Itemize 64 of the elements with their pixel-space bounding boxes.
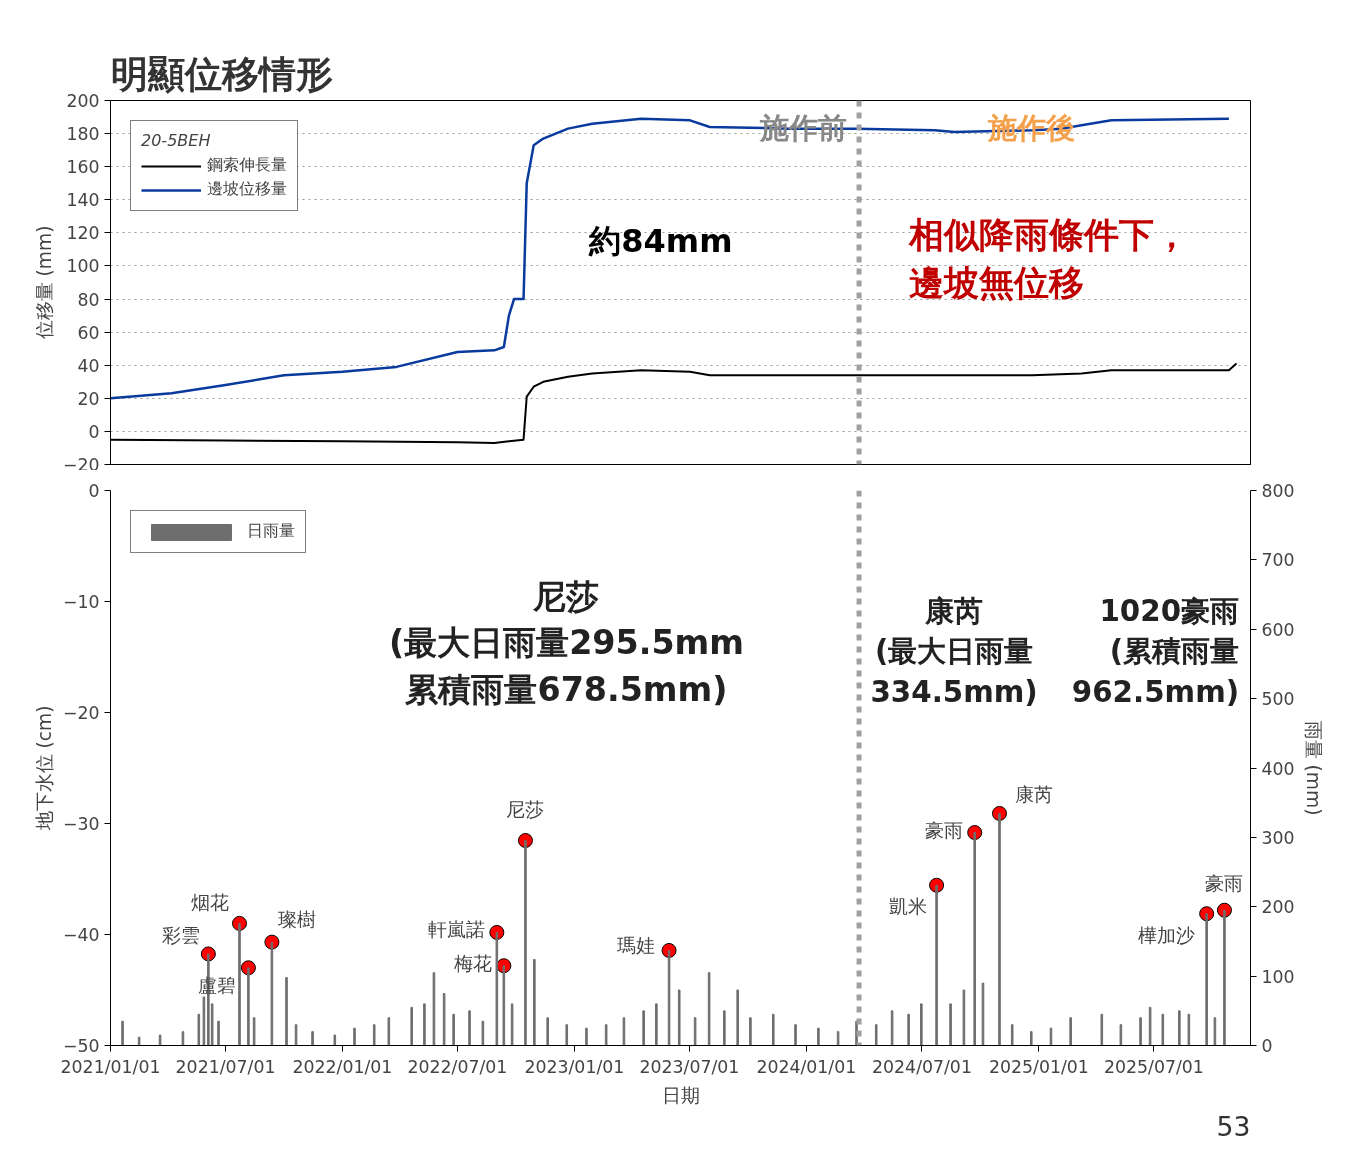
data-label: 瑪娃	[617, 935, 656, 957]
data-label: 豪雨	[1205, 873, 1244, 895]
y-axis-title: 地下水位 (cm)	[33, 705, 55, 832]
legend-label: 鋼索伸長量	[207, 155, 287, 176]
data-label: 軒嵐諾	[427, 919, 485, 941]
x-tick-label: 2024/07/01	[872, 1056, 972, 1077]
data-label: 梅花	[452, 952, 492, 974]
legend-title: 20-5BEH	[141, 131, 212, 150]
data-label: 烟花	[191, 892, 230, 914]
annotation: 尼莎 (最大日雨量295.5mm 累積雨量678.5mm)	[388, 576, 745, 710]
legend-label: 日雨量	[247, 521, 295, 542]
y-tick-label: 180	[66, 124, 100, 145]
y-tick-label: 80	[77, 289, 100, 310]
data-label: 豪雨	[924, 819, 963, 841]
x-tick-label: 2023/07/01	[639, 1056, 740, 1077]
data-label: 彩雲	[162, 924, 201, 946]
y2-axis-title: 雨量 (mm)	[1302, 720, 1324, 816]
annotation: 約84mm	[588, 221, 733, 260]
data-label: 樺加沙	[1137, 924, 1195, 946]
y2-tick-label: 100	[1261, 966, 1295, 987]
y-tick-label: −20	[62, 703, 100, 723]
annotation: 康芮 (最大日雨量 334.5mm)	[870, 593, 1038, 710]
data-label: 凱米	[888, 896, 927, 918]
y-axis-title: 位移量 (mm)	[33, 225, 55, 340]
y-tick-label: 200	[66, 91, 100, 111]
x-tick-label: 2024/01/01	[756, 1056, 857, 1077]
data-label: 尼莎	[506, 799, 545, 821]
y2-tick-label: 300	[1261, 827, 1295, 848]
y-tick-label: 0	[88, 421, 100, 442]
y-tick-label: 60	[77, 322, 100, 343]
y2-tick-label: 800	[1261, 481, 1295, 501]
y2-tick-label: 600	[1261, 619, 1295, 640]
y-tick-label: −30	[62, 814, 100, 834]
x-tick-label: 2023/01/01	[524, 1056, 625, 1077]
y2-tick-label: 700	[1261, 550, 1295, 571]
x-tick-label: 2022/01/01	[292, 1056, 393, 1077]
x-tick-label: 2025/01/01	[988, 1056, 1089, 1077]
y2-tick-label: 400	[1261, 758, 1295, 779]
y-tick-label: 20	[77, 388, 100, 409]
y2-tick-label: 200	[1261, 897, 1295, 918]
y2-tick-label: 0	[1261, 1036, 1273, 1056]
x-tick-label: 2021/01/01	[60, 1056, 161, 1077]
y2-tick-label: 500	[1261, 689, 1295, 710]
data-label: 康芮	[1015, 784, 1054, 806]
y-tick-label: 120	[66, 223, 100, 244]
x-axis-title: 日期	[661, 1084, 700, 1106]
x-tick-label: 2025/07/01	[1103, 1056, 1204, 1077]
y-tick-label: −40	[62, 925, 100, 945]
y-tick-label: 100	[66, 256, 100, 277]
x-tick-label: 2021/07/01	[175, 1056, 276, 1077]
chart-title: 明顯位移情形	[110, 51, 333, 96]
annotation: 1020豪雨 (累積雨量 962.5mm)	[1071, 593, 1240, 710]
x-tick-label: 2022/07/01	[407, 1056, 508, 1077]
y-tick-label: −20	[62, 454, 100, 475]
text: 53	[1216, 1110, 1251, 1142]
y-tick-label: −50	[62, 1036, 100, 1056]
y-tick-label: 0	[88, 481, 100, 501]
y-tick-label: 160	[66, 157, 100, 178]
y-tick-label: 140	[66, 190, 100, 211]
data-label: 璨樹	[277, 909, 316, 931]
annotation: 相似降雨條件下，邊坡無位移	[907, 215, 1189, 304]
y-tick-label: 40	[77, 355, 100, 376]
legend-label: 邊坡位移量	[207, 179, 287, 200]
y-tick-label: −10	[62, 592, 100, 612]
